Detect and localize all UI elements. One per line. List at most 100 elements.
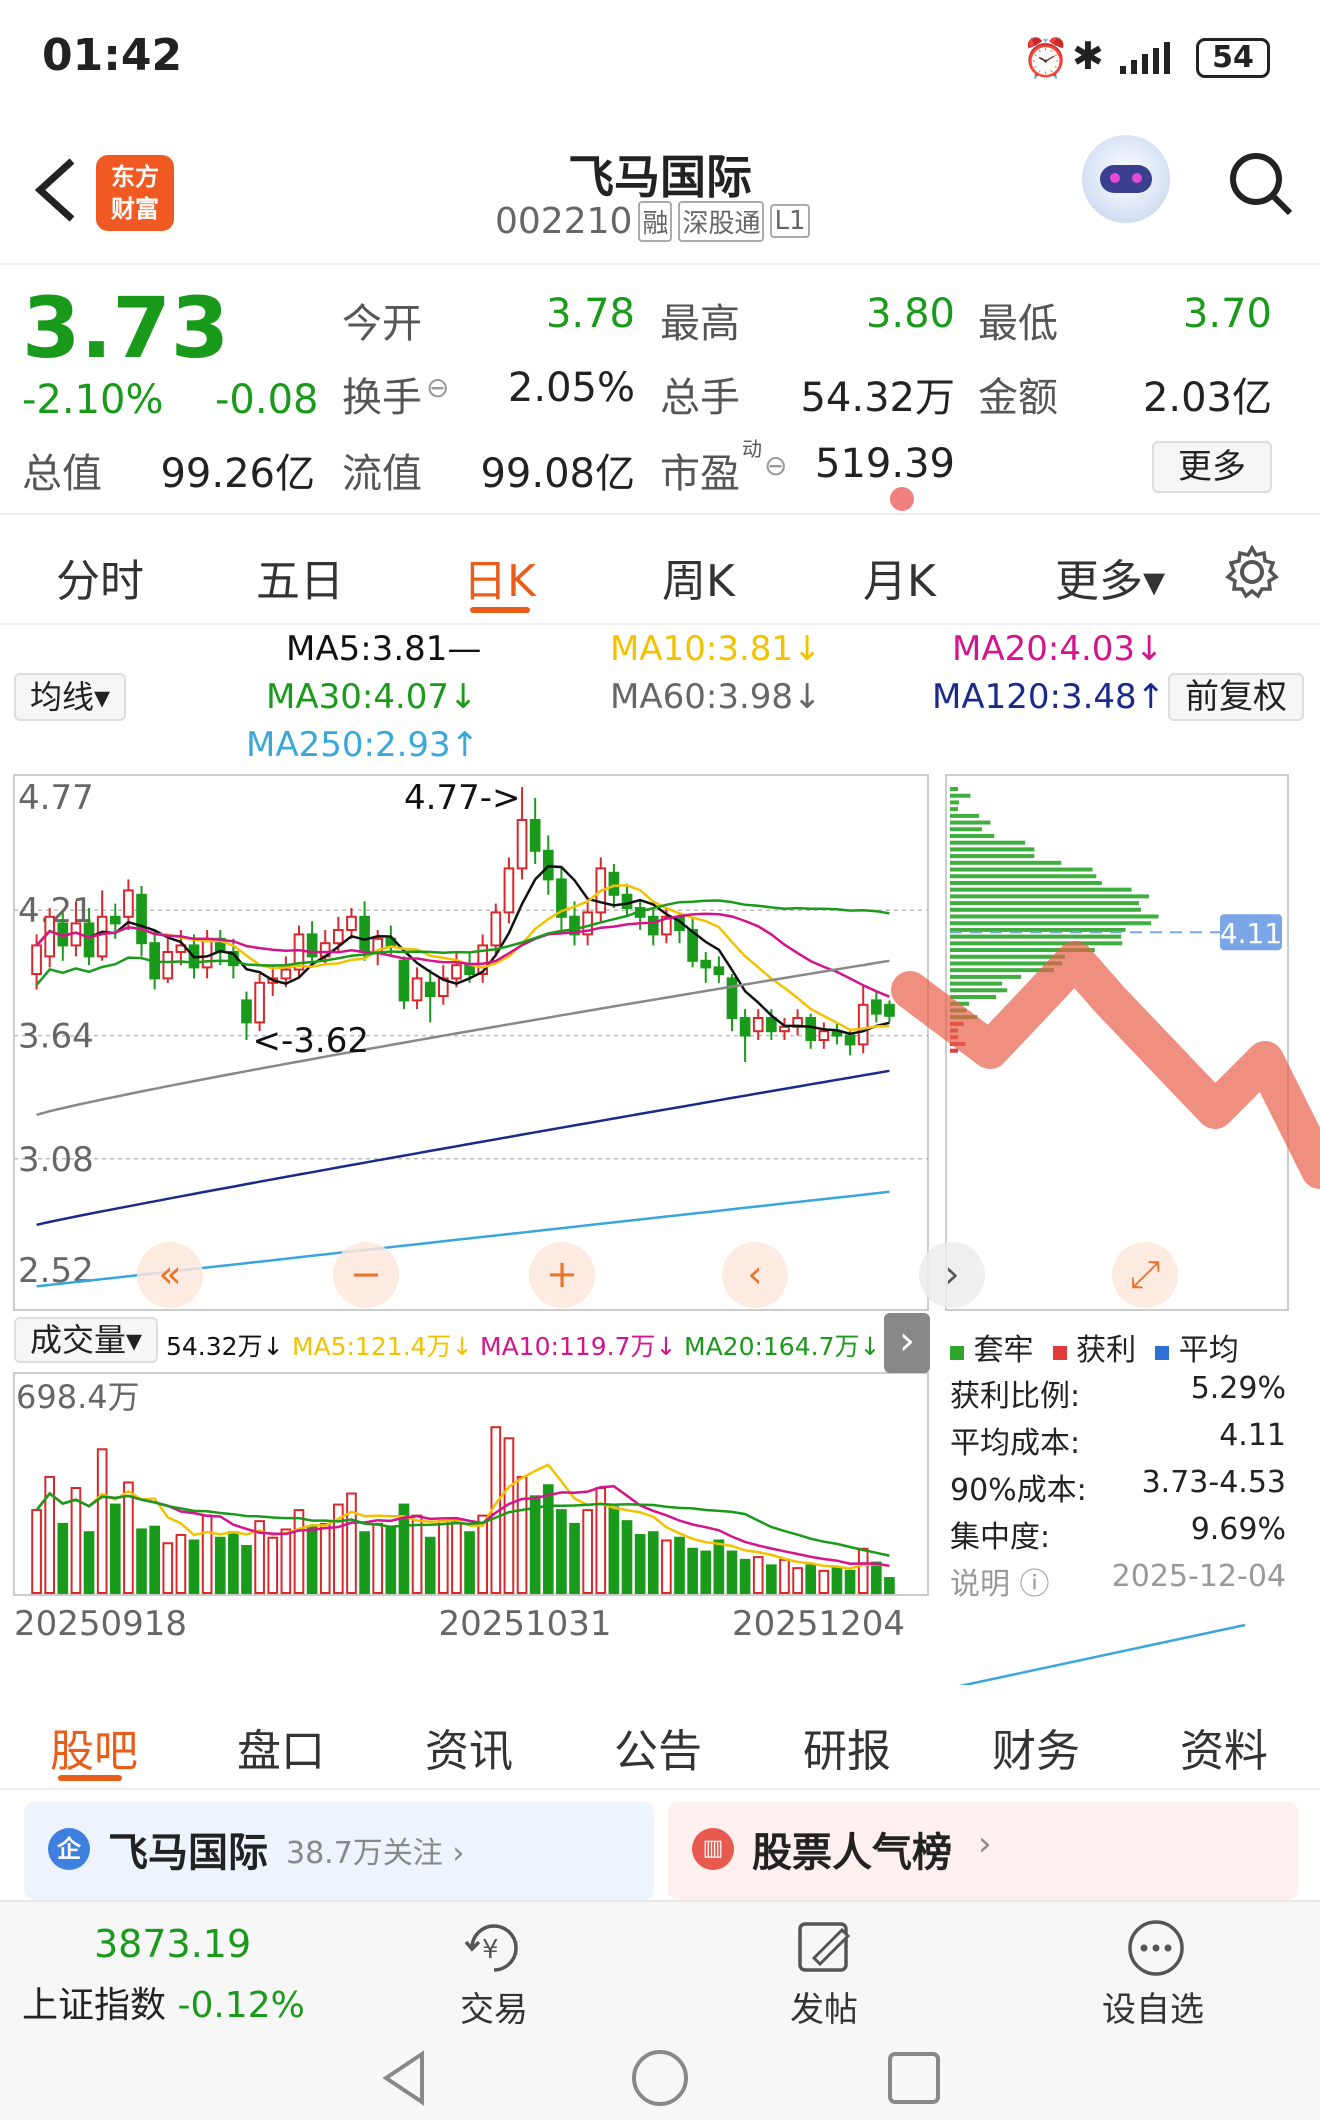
nav-recents-icon[interactable] xyxy=(886,2050,942,2106)
ma20-line xyxy=(35,912,890,998)
back-icon[interactable] xyxy=(30,155,80,225)
stock-code: 002210 xyxy=(495,200,633,242)
volume-bar xyxy=(621,1520,633,1595)
period-tabs: 分时 五日 日K 周K 月K 更多▾ xyxy=(0,515,1320,625)
zoom-out-fast-button[interactable]: « xyxy=(137,1242,203,1308)
volume-bar xyxy=(844,1569,856,1595)
volume-bar xyxy=(739,1558,751,1595)
field-value: 2.05% xyxy=(507,365,635,411)
volume-bar xyxy=(83,1531,95,1595)
ma120-line xyxy=(36,1069,890,1227)
volume-bar xyxy=(398,1503,410,1594)
tab-announcements[interactable]: 公告 xyxy=(614,1726,702,1777)
indicator-selector[interactable]: 均线▾ xyxy=(14,673,126,721)
nav-add-watchlist[interactable]: 设自选 xyxy=(1102,1990,1204,2030)
tab-intraday[interactable]: 分时 xyxy=(56,556,144,607)
y-tick-label: 4.21 xyxy=(18,891,94,931)
field-label: 今开 xyxy=(342,301,422,347)
card-title: 股票人气榜 xyxy=(752,1830,952,1876)
volume-bar xyxy=(319,1522,331,1594)
volume-bar xyxy=(542,1484,554,1595)
field-label: 流值 xyxy=(342,451,422,497)
tag-connect: 深股通 xyxy=(678,200,765,242)
scroll-left-button[interactable]: ‹ xyxy=(722,1242,788,1308)
tab-news[interactable]: 资讯 xyxy=(425,1726,513,1777)
info-icon[interactable]: ⊖ xyxy=(426,371,450,404)
chip-note-link[interactable]: 说明 ⓘ xyxy=(950,1567,1050,1602)
candle-body xyxy=(818,1030,830,1042)
search-icon[interactable] xyxy=(1226,149,1296,219)
nav-trade[interactable]: 交易 xyxy=(460,1990,528,2030)
ai-assistant-avatar[interactable] xyxy=(1082,135,1170,223)
volume-bar xyxy=(437,1520,449,1595)
control-circle xyxy=(1112,1242,1178,1308)
adjust-button[interactable]: 前复权 xyxy=(1168,673,1304,721)
chip-bar xyxy=(950,934,1122,939)
chip-bar xyxy=(950,948,1095,953)
chip-bar xyxy=(950,921,1152,926)
chip-stat-label: 获利比例: xyxy=(950,1379,1081,1414)
field-label: 换手 xyxy=(342,375,422,421)
gear-icon[interactable] xyxy=(1225,545,1279,599)
chip-bar xyxy=(950,833,995,838)
x-tick-label: 20251204 xyxy=(732,1604,905,1644)
trade-icon[interactable]: ¥ xyxy=(462,1918,526,1978)
more-dots-icon[interactable] xyxy=(1126,1918,1186,1978)
zoom-in-button[interactable]: + xyxy=(529,1242,595,1308)
zoom-out-button[interactable]: − xyxy=(333,1242,399,1308)
tab-daily-k[interactable]: 日K xyxy=(463,556,536,607)
last-price: 3.73 xyxy=(22,279,230,377)
forum-card[interactable]: 企 飞马国际 38.7万关注 › xyxy=(24,1802,654,1900)
index-ticker[interactable]: 上证指数 -0.12% xyxy=(22,1985,305,2026)
chip-stat-value: 4.11 xyxy=(1219,1418,1286,1453)
volume-bar xyxy=(424,1536,436,1595)
expand-volume-button[interactable]: › xyxy=(884,1313,930,1373)
tab-research[interactable]: 研报 xyxy=(803,1726,891,1777)
chip-bar xyxy=(950,800,960,805)
fullscreen-button[interactable]: ⤢ xyxy=(1112,1242,1178,1308)
app-logo: 东方 财富 xyxy=(96,155,174,231)
volume-bar xyxy=(647,1531,659,1595)
volume-bar xyxy=(857,1547,869,1595)
candle-body xyxy=(411,977,423,1002)
nav-back-icon[interactable] xyxy=(378,2048,432,2108)
volume-bar xyxy=(228,1531,239,1595)
tab-weekly-k[interactable]: 周K xyxy=(662,556,735,607)
tab-more[interactable]: 更多▾ xyxy=(1055,556,1166,607)
volume-bar xyxy=(44,1475,56,1594)
candle-body xyxy=(516,819,528,870)
field-value: 99.26亿 xyxy=(160,451,315,497)
tab-profile[interactable]: 资料 xyxy=(1180,1726,1268,1777)
y-tick-label: 3.08 xyxy=(18,1140,94,1180)
field-value: 519.39 xyxy=(815,441,955,487)
battery-icon: 54 xyxy=(1196,38,1270,78)
tab-monthly-k[interactable]: 月K xyxy=(863,556,936,607)
tab-finance[interactable]: 财务 xyxy=(992,1726,1080,1777)
chip-bar xyxy=(950,874,1097,879)
candle-body xyxy=(766,1017,777,1033)
chip-bar xyxy=(950,1048,958,1053)
info-icon[interactable]: ⊖ xyxy=(764,449,788,482)
tab-forum[interactable]: 股吧 xyxy=(50,1726,138,1777)
volume-bar xyxy=(201,1514,213,1595)
tab-five-day[interactable]: 五日 xyxy=(256,556,344,607)
volume-bar xyxy=(293,1509,305,1594)
nav-home-icon[interactable] xyxy=(630,2048,690,2108)
volume-bar xyxy=(411,1514,423,1595)
stock-header: 东方 财富 飞马国际 002210 融 深股通 L1 xyxy=(0,115,1320,265)
kline-chart[interactable]: 4.774.213.643.082.524.77-><-3.62« − + ‹ › ⤢4.… xyxy=(0,625,1320,1685)
more-quote-button[interactable]: 更多 xyxy=(1152,441,1272,493)
control-glyph: + xyxy=(546,1252,578,1296)
chip-bar xyxy=(950,787,958,791)
control-circle xyxy=(529,1242,595,1308)
popularity-card[interactable]: ▥ 股票人气榜 › xyxy=(668,1802,1298,1900)
scroll-right-button[interactable]: › xyxy=(919,1242,985,1308)
volume-selector[interactable]: 成交量▾ xyxy=(14,1317,158,1363)
ma250-label: MA250:2.93↑ xyxy=(246,725,480,765)
post-icon[interactable] xyxy=(796,1918,856,1978)
candle-body xyxy=(123,889,134,918)
chip-legend: 套牢 获利 平均 xyxy=(950,1325,1239,1369)
nav-post[interactable]: 发帖 xyxy=(790,1990,858,2030)
tab-orderbook[interactable]: 盘口 xyxy=(237,1726,325,1777)
field-value: 3.70 xyxy=(1182,291,1272,337)
